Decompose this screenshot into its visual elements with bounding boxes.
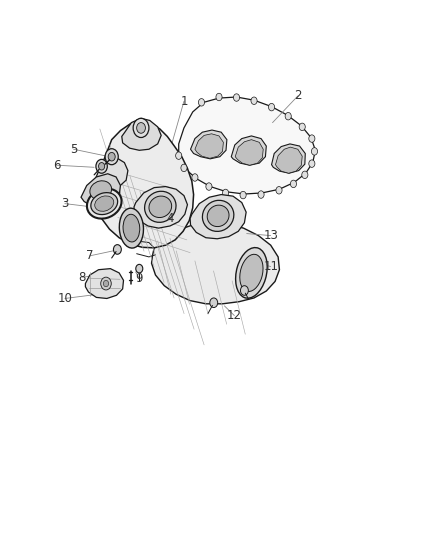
Circle shape [113,245,121,254]
Polygon shape [179,97,315,194]
Polygon shape [195,134,223,158]
Circle shape [302,171,308,179]
Ellipse shape [90,181,112,200]
Polygon shape [231,136,266,165]
Text: 3: 3 [61,197,68,210]
Circle shape [251,97,257,104]
Text: 11: 11 [263,260,278,273]
Circle shape [233,94,240,101]
Circle shape [206,183,212,190]
Circle shape [137,123,145,133]
Polygon shape [191,130,227,159]
Circle shape [105,149,118,165]
Circle shape [268,103,275,111]
Circle shape [216,93,222,101]
Polygon shape [152,223,279,304]
Circle shape [198,99,205,106]
Polygon shape [134,187,187,228]
Circle shape [309,160,315,167]
Circle shape [176,152,182,159]
Text: 7: 7 [86,249,94,262]
Ellipse shape [145,191,176,222]
Circle shape [223,189,229,197]
Circle shape [192,174,198,181]
Circle shape [240,286,248,295]
Circle shape [299,123,305,131]
Circle shape [210,298,218,308]
Polygon shape [190,195,246,239]
Polygon shape [272,144,305,173]
Polygon shape [81,174,120,207]
Text: 9: 9 [135,272,143,285]
Polygon shape [235,140,263,165]
Polygon shape [94,122,194,248]
Circle shape [103,280,109,287]
Circle shape [108,152,115,161]
Ellipse shape [95,196,114,211]
Circle shape [311,148,318,155]
Circle shape [101,277,111,290]
Text: 2: 2 [294,90,302,102]
Polygon shape [122,118,161,150]
Ellipse shape [240,254,263,292]
Text: 8: 8 [79,271,86,284]
Circle shape [276,187,282,194]
Text: 6: 6 [53,159,61,172]
Polygon shape [276,147,302,173]
Polygon shape [95,158,128,189]
Circle shape [258,191,264,198]
Text: 10: 10 [57,292,72,305]
Ellipse shape [123,214,140,242]
Text: 12: 12 [227,309,242,322]
Circle shape [285,112,291,120]
Text: 5: 5 [70,143,77,156]
Text: 4: 4 [166,212,174,225]
Text: 13: 13 [263,229,278,242]
Circle shape [133,118,149,138]
Circle shape [99,163,105,170]
Circle shape [240,191,246,199]
Circle shape [136,264,143,273]
Ellipse shape [91,192,118,215]
Ellipse shape [202,200,234,231]
Ellipse shape [236,248,267,298]
Ellipse shape [149,196,172,217]
Ellipse shape [87,189,122,219]
Ellipse shape [207,205,229,227]
Circle shape [96,159,107,173]
Circle shape [181,164,187,172]
Ellipse shape [119,208,144,248]
Text: 1: 1 [180,95,188,108]
Polygon shape [85,269,124,298]
Circle shape [309,135,315,142]
Circle shape [290,180,297,188]
